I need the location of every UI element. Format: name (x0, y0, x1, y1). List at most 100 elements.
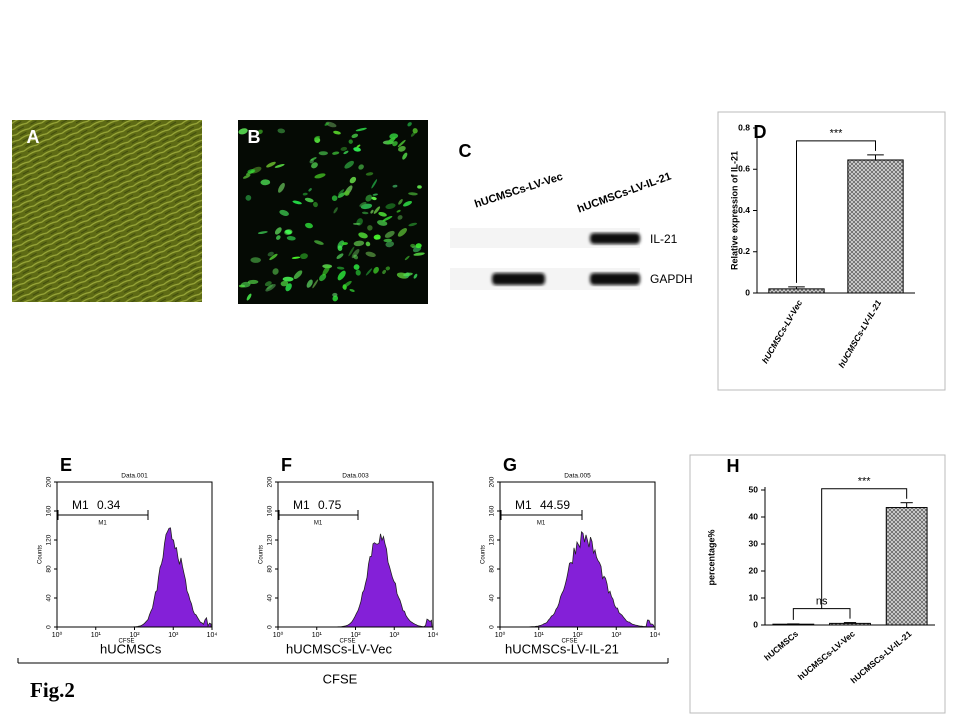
cell (319, 273, 327, 282)
cell (337, 270, 346, 281)
cell (338, 189, 345, 196)
y-axis-label: Relative expression of IL-21 (729, 151, 739, 270)
cell (351, 133, 359, 139)
cell (272, 268, 279, 275)
gate-label: M1 (515, 498, 532, 512)
cell (285, 229, 292, 235)
sample-label: hUCMSCs-LV-Vec (286, 641, 392, 656)
cell (274, 163, 285, 168)
cell (324, 122, 330, 126)
significance-bracket (792, 608, 851, 620)
cell (348, 139, 353, 144)
cell (408, 192, 418, 196)
cell (266, 161, 276, 168)
bar (885, 507, 928, 626)
panel-label: D (754, 122, 767, 142)
sample-label: hUCMSCs-LV-IL-21 (505, 641, 619, 656)
cell (365, 172, 374, 176)
cell (242, 174, 251, 179)
cell (373, 206, 381, 214)
panel-label: C (459, 141, 472, 161)
cell (403, 200, 413, 207)
cell (371, 179, 378, 189)
cell (389, 133, 399, 139)
y-tick-label: 80 (489, 565, 496, 573)
gate-value: 0.75 (318, 498, 342, 512)
cell (332, 151, 340, 155)
x-tick-label: hUCMSCs-LV-Vec (796, 628, 857, 682)
cell (392, 184, 398, 188)
cell (278, 182, 285, 193)
y-tick-label: 120 (489, 534, 496, 545)
bar (829, 622, 871, 626)
cell (353, 264, 360, 270)
blot-band (590, 233, 640, 244)
cell (260, 179, 271, 186)
cell (382, 215, 393, 222)
x-tick-label: 10⁰ (273, 631, 284, 639)
y-tick-label: 0 (489, 625, 496, 629)
cell (353, 147, 361, 152)
cell (269, 253, 278, 261)
cell (344, 160, 355, 169)
y-tick-label: 0.6 (738, 164, 750, 174)
y-tick-label: 0.8 (738, 122, 750, 132)
panel-label: G (503, 455, 517, 475)
x-tick-label: 10¹ (534, 632, 545, 639)
x-tick-label: 10¹ (312, 632, 323, 639)
y-tick-label: 0 (753, 619, 758, 629)
cell (314, 135, 320, 141)
phase-image (12, 120, 202, 302)
gate-label: M1 (293, 498, 310, 512)
y-tick-label: 160 (46, 505, 53, 516)
cell (340, 146, 348, 151)
gate-label-small: M1 (314, 521, 323, 527)
y-axis-label: percentage% (706, 529, 716, 585)
cell (280, 280, 289, 287)
y-tick-label: 30 (749, 538, 759, 548)
cell (333, 207, 338, 214)
cell (384, 230, 395, 238)
cell (398, 199, 403, 205)
cell (336, 266, 345, 270)
cell (337, 245, 343, 251)
cell (300, 253, 308, 260)
cell (250, 257, 261, 263)
cell (314, 173, 326, 179)
x-tick-label: 10⁴ (428, 632, 439, 639)
bar (768, 288, 825, 294)
panel-label: H (727, 456, 740, 476)
cell (353, 254, 359, 260)
cell (257, 231, 268, 234)
cell (285, 283, 292, 292)
cell (304, 197, 314, 203)
cell (310, 157, 317, 161)
x-axis-label: CFSE (118, 639, 134, 645)
cell (291, 256, 301, 259)
x-tick-label: 10¹ (91, 632, 102, 639)
cell (397, 139, 406, 148)
x-tick-label: hUCMSCs-LV-IL-21 (836, 298, 883, 370)
cell (341, 242, 348, 246)
cell (365, 194, 373, 202)
cell (343, 150, 349, 155)
cell (410, 243, 416, 248)
y-tick-label: 40 (749, 511, 759, 521)
cell (282, 276, 294, 282)
cell (279, 209, 289, 216)
y-axis-label: Counts (38, 545, 44, 564)
panel-label: E (60, 455, 72, 475)
cell (413, 273, 418, 279)
cell (385, 266, 390, 271)
cell (293, 270, 303, 280)
cell (377, 220, 388, 226)
x-tick-label: 10² (572, 632, 583, 639)
gate-label-small: M1 (98, 521, 107, 527)
y-tick-label: 10 (749, 592, 759, 602)
cell (356, 144, 361, 148)
cell (286, 236, 296, 241)
cell (305, 222, 313, 229)
cell (365, 241, 371, 247)
x-axis-label: CFSE (339, 639, 355, 645)
cell (370, 209, 374, 214)
